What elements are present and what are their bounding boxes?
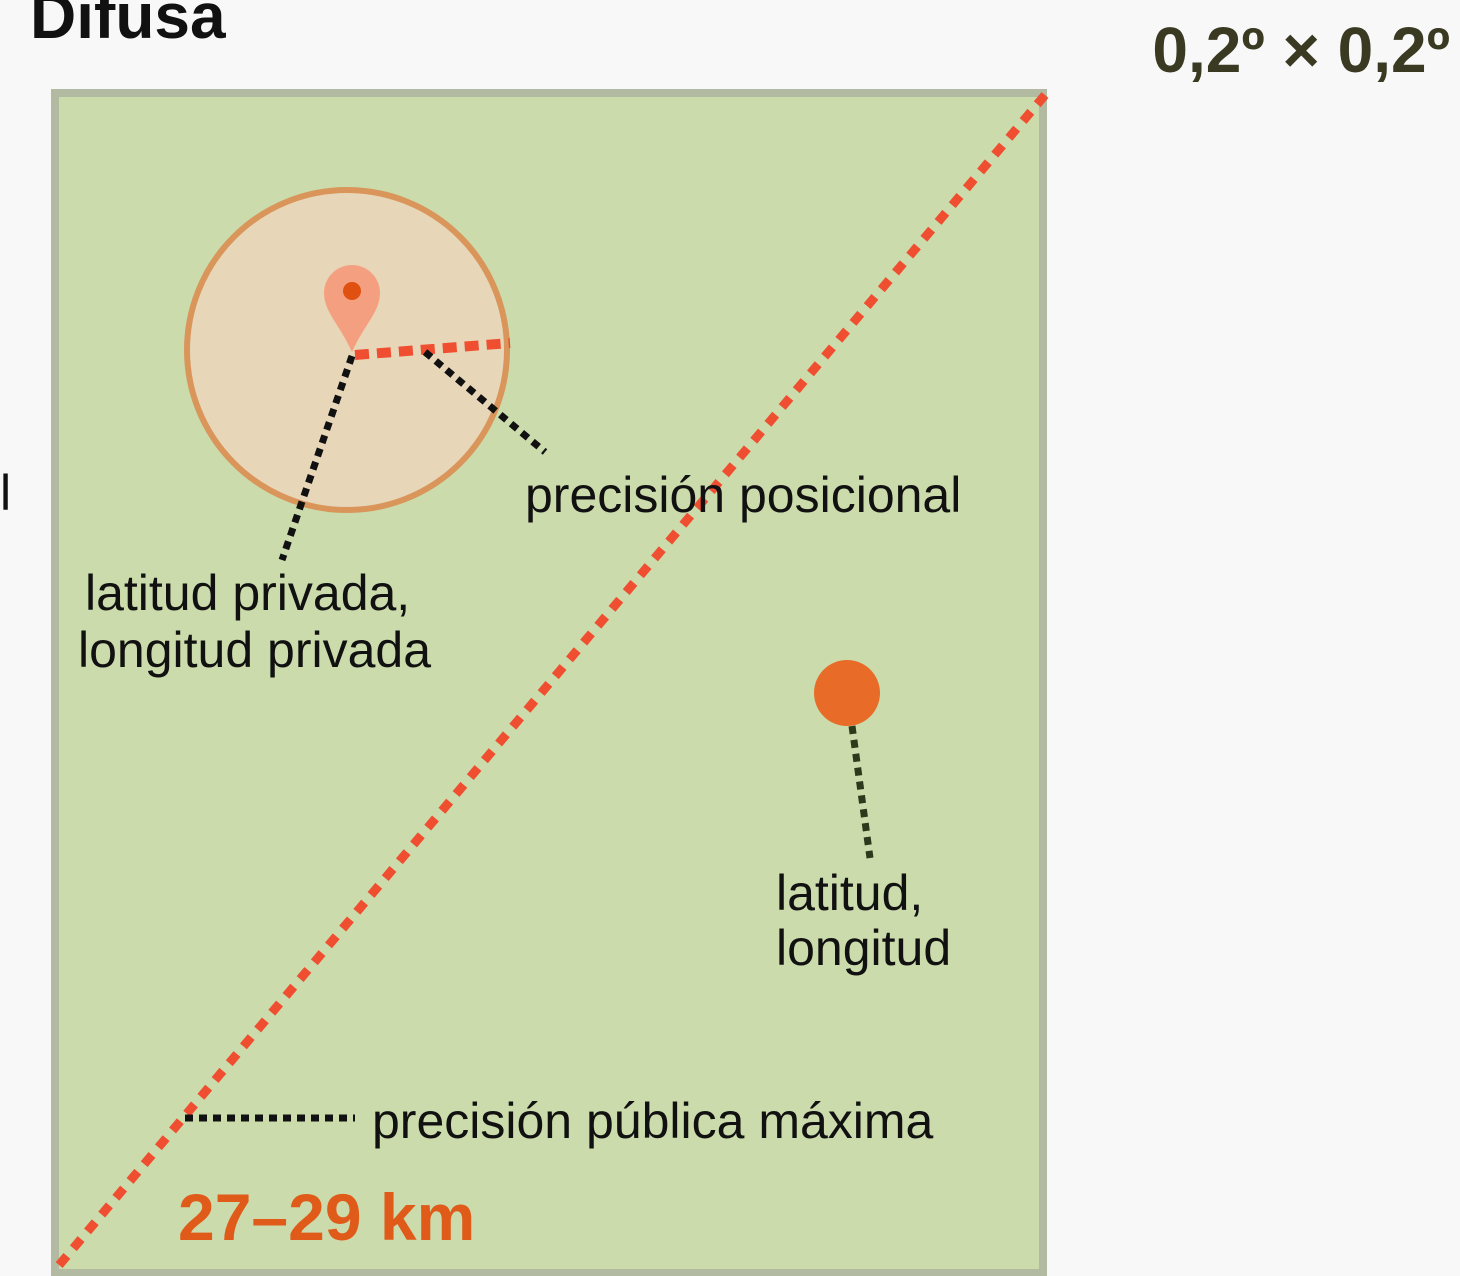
pin: [324, 265, 380, 352]
leader-private: [278, 354, 356, 562]
title: Difusa: [30, 0, 226, 52]
public-point: [814, 660, 880, 726]
radius-line: [354, 338, 511, 360]
label-max-precision: precisión pública máxima: [372, 1093, 934, 1149]
label-private: latitud privada,: [85, 565, 410, 621]
label-private: longitud privada: [78, 622, 431, 678]
leader-accuracy: [422, 349, 548, 455]
left-fragment: l: [0, 465, 11, 521]
label-public: latitud,: [776, 865, 923, 921]
diagonal: [51, 92, 1049, 1273]
uncertainty-circle: [184, 187, 510, 513]
label-public: longitud: [776, 920, 951, 976]
diagonal-length: 27–29 km: [178, 1180, 475, 1254]
label-accuracy: precisión posicional: [525, 467, 961, 523]
pin-dot: [343, 282, 361, 300]
cell-size: 0,2º × 0,2º: [1152, 14, 1450, 86]
